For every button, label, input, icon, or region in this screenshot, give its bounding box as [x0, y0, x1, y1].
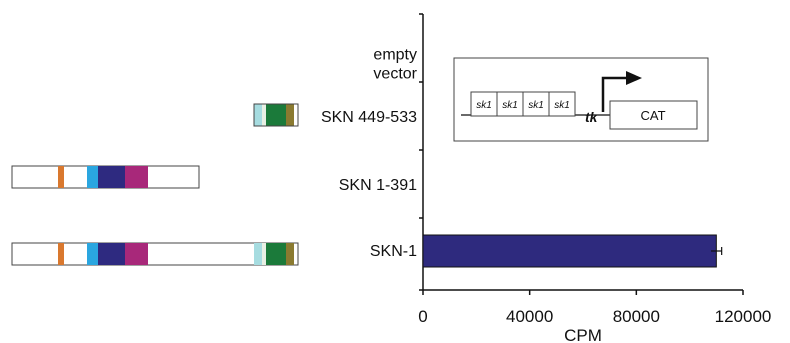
construct-segment-green: [266, 243, 286, 265]
construct-segment-magenta: [125, 166, 148, 188]
x-tick-label: 80000: [613, 307, 660, 326]
construct-segment-pale: [262, 243, 266, 265]
x-tick-label: 120000: [715, 307, 772, 326]
construct-segment-magenta: [125, 243, 148, 265]
transcription-arrowhead: [626, 71, 642, 85]
construct-outline: [253, 103, 299, 127]
construct-outline: [11, 242, 299, 266]
category-label: empty vector: [373, 47, 417, 83]
x-tick-label: 0: [418, 307, 427, 326]
construct-skn-449-533: [253, 103, 299, 127]
sk1-boxes: sk1 sk1 sk1 sk1: [470, 91, 576, 117]
sk1-label: sk1: [554, 100, 570, 111]
construct-segment-cyan: [87, 166, 98, 188]
x-axis-label: CPM: [564, 326, 602, 343]
sk1-box: [548, 91, 576, 117]
promoter-label: tk: [585, 109, 599, 125]
construct-segment-green: [266, 104, 286, 126]
bars: [422, 234, 723, 268]
construct-segment-navy: [98, 166, 125, 188]
x-tick-labels: 0 40000 80000 120000: [418, 307, 771, 326]
construct-skn-1-391: [11, 165, 200, 189]
category-label: SKN 449-533: [321, 109, 417, 126]
category-label: SKN 1-391: [339, 177, 417, 194]
construct-segment-navy: [98, 243, 125, 265]
category-label: SKN-1: [370, 243, 417, 260]
construct-segment-olive: [286, 104, 294, 126]
construct-segment-orange: [58, 166, 64, 188]
reporter-diagram: sk1 sk1 sk1 sk1 tk CAT: [453, 57, 709, 142]
x-axis-ticks: [422, 290, 744, 295]
construct-segment-light-cyan: [254, 243, 262, 265]
construct-segment-orange: [58, 243, 64, 265]
x-tick-label: 40000: [506, 307, 553, 326]
reporter-label: CAT: [640, 108, 665, 123]
construct-skn-1: [11, 242, 299, 266]
sk1-label: sk1: [528, 100, 544, 111]
sk1-box: [470, 91, 498, 117]
transcription-arrow: [601, 76, 626, 112]
reporter-box: [609, 100, 698, 130]
category-labels: empty vector SKN 449-533 SKN 1-391 SKN-1: [321, 47, 418, 261]
sk1-label: sk1: [476, 100, 492, 111]
y-axis-ticks: [419, 13, 423, 291]
sk1-label: sk1: [502, 100, 518, 111]
construct-segment-light-cyan: [254, 104, 262, 126]
bar: [422, 234, 717, 268]
construct-segment-olive: [286, 243, 294, 265]
construct-segment-pale: [262, 104, 266, 126]
construct-segment-cyan: [87, 243, 98, 265]
